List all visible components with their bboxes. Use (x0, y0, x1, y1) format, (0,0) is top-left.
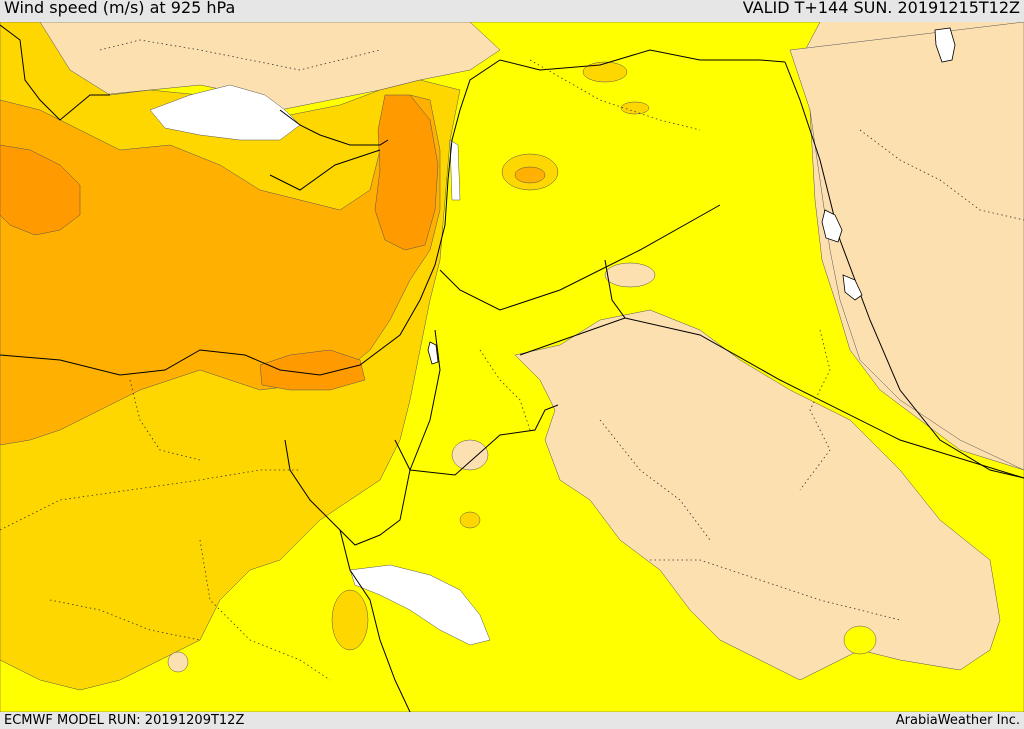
title-bar: Wind speed (m/s) at 925 hPa VALID T+144 … (0, 0, 1024, 22)
map-title: Wind speed (m/s) at 925 hPa (4, 0, 236, 17)
admin-boundaries (0, 39, 1024, 681)
valid-time: VALID T+144 SUN. 20191215T12Z (742, 0, 1020, 17)
wheat-patch-sudan (167, 651, 189, 673)
dark-orange-core-south (259, 349, 366, 391)
white-patch-redsea (349, 564, 491, 646)
gold-patch-north (582, 61, 628, 83)
gold-patch-iraq (620, 101, 650, 115)
dark-orange-core-west (0, 144, 81, 236)
model-run: ECMWF MODEL RUN: 20191209T12Z (4, 713, 245, 728)
gold-patch-sinai (331, 589, 369, 651)
gold-patch-hejaz (459, 511, 481, 529)
credit: ArabiaWeather Inc. (895, 713, 1020, 728)
dark-orange-core-east (374, 94, 439, 251)
wheat-patch-jordan (604, 262, 656, 288)
footer-bar: ECMWF MODEL RUN: 20191209T12Z ArabiaWeat… (0, 712, 1024, 729)
wheat-zone-arabia (514, 309, 1001, 681)
wheat-zone-east (789, 22, 1024, 471)
country-borders (0, 24, 1024, 712)
wheat-patch-sinai (451, 439, 489, 471)
white-patch-levant (449, 139, 461, 201)
yellow-patch-south (843, 625, 877, 655)
lakes (427, 27, 956, 365)
wind-speed-map (0, 22, 1024, 712)
orange-patch-syria (514, 166, 546, 184)
